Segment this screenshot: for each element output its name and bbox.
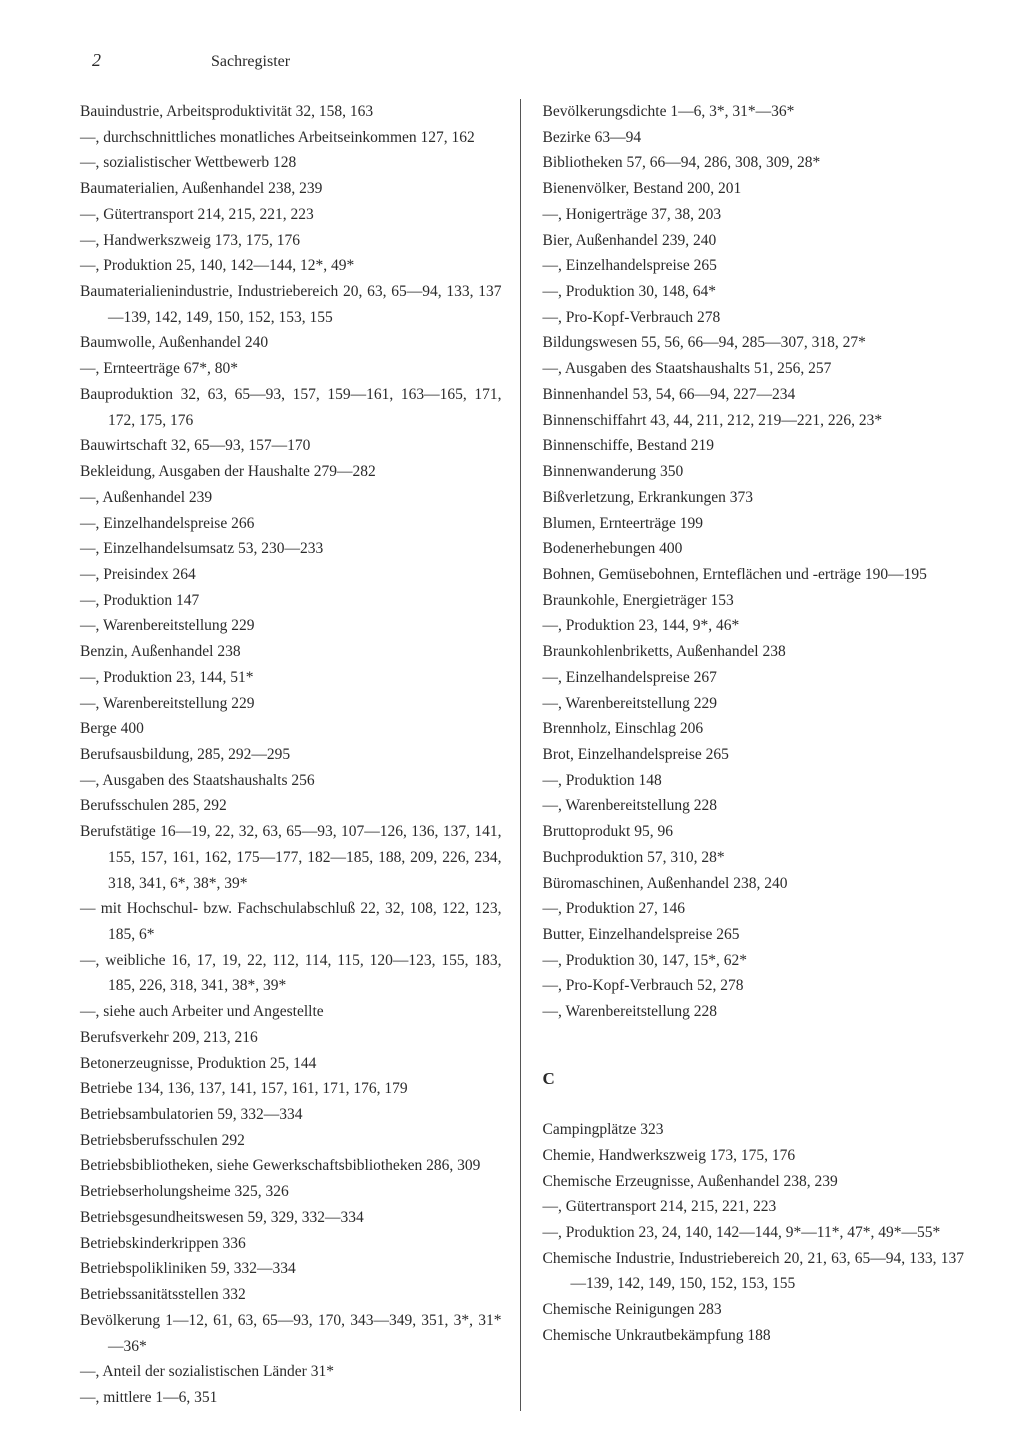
index-entry: —, Produktion 148: [543, 768, 965, 794]
index-entry: Betriebe 134, 136, 137, 141, 157, 161, 1…: [80, 1076, 502, 1102]
index-entry: —, Gütertransport 214, 215, 221, 223: [80, 202, 502, 228]
index-entry: Campingplätze 323: [543, 1117, 965, 1143]
index-entry: —, Warenbereitstellung 229: [80, 613, 502, 639]
index-entry: —, Ausgaben des Staatshaushalts 51, 256,…: [543, 356, 965, 382]
index-entry: Bevölkerung 1—12, 61, 63, 65—93, 170, 34…: [80, 1308, 502, 1359]
index-entry: Braunkohlenbriketts, Außenhandel 238: [543, 639, 965, 665]
index-entry: Baumaterialien, Außenhandel 238, 239: [80, 176, 502, 202]
index-entry: —, mittlere 1—6, 351: [80, 1385, 502, 1411]
index-entry: Binnenwanderung 350: [543, 459, 965, 485]
index-entry: —, Warenbereitstellung 229: [80, 691, 502, 717]
index-entry: —, Ernteerträge 67*, 80*: [80, 356, 502, 382]
index-entry: Binnenschiffahrt 43, 44, 211, 212, 219—2…: [543, 408, 965, 434]
index-entry: Baumwolle, Außenhandel 240: [80, 330, 502, 356]
index-entry: —, Einzelhandelspreise 265: [543, 253, 965, 279]
index-entry: —, siehe auch Arbeiter und Angestellte: [80, 999, 502, 1025]
index-entry: Betriebspolikliniken 59, 332—334: [80, 1256, 502, 1282]
index-entry: Brot, Einzelhandelspreise 265: [543, 742, 965, 768]
index-entry: —, Anteil der sozialistischen Länder 31*: [80, 1359, 502, 1385]
index-entry: —, Produktion 23, 24, 140, 142—144, 9*—1…: [543, 1220, 965, 1246]
index-entry: —, Pro-Kopf-Verbrauch 278: [543, 305, 965, 331]
index-entry: —, Handwerkszweig 173, 175, 176: [80, 228, 502, 254]
index-entry: Büromaschinen, Außenhandel 238, 240: [543, 871, 965, 897]
index-entry: Bauindustrie, Arbeitsproduktivität 32, 1…: [80, 99, 502, 125]
index-entry: Bienenvölker, Bestand 200, 201: [543, 176, 965, 202]
index-entry: Bildungswesen 55, 56, 66—94, 285—307, 31…: [543, 330, 965, 356]
index-entry: Baumaterialienindustrie, Industriebereic…: [80, 279, 502, 330]
section-letter-c: C: [543, 1065, 965, 1093]
index-entry: —, Ausgaben des Staatshaushalts 256: [80, 768, 502, 794]
index-entry: Bißverletzung, Erkrankungen 373: [543, 485, 965, 511]
columns-container: Bauindustrie, Arbeitsproduktivität 32, 1…: [80, 99, 964, 1411]
index-entry: Berufsschulen 285, 292: [80, 793, 502, 819]
index-entry: Binnenhandel 53, 54, 66—94, 227—234: [543, 382, 965, 408]
index-entry: —, Gütertransport 214, 215, 221, 223: [543, 1194, 965, 1220]
index-entry: Bohnen, Gemüsebohnen, Ernteflächen und -…: [543, 562, 965, 588]
index-entry: Betriebsbibliotheken, siehe Gewerkschaft…: [80, 1153, 502, 1179]
index-entry: — mit Hochschul- bzw. Fachschulabschluß …: [80, 896, 502, 947]
index-entry: Bekleidung, Ausgaben der Haushalte 279—2…: [80, 459, 502, 485]
index-entry: Betriebskinderkrippen 336: [80, 1231, 502, 1257]
index-entry: Blumen, Ernteerträge 199: [543, 511, 965, 537]
index-entry: —, Produktion 23, 144, 9*, 46*: [543, 613, 965, 639]
index-entry: Bezirke 63—94: [543, 125, 965, 151]
index-entry: Bier, Außenhandel 239, 240: [543, 228, 965, 254]
index-entry: —, sozialistischer Wettbewerb 128: [80, 150, 502, 176]
index-entry: Betriebsambulatorien 59, 332—334: [80, 1102, 502, 1128]
index-entry: Berufsverkehr 209, 213, 216: [80, 1025, 502, 1051]
index-entry: —, Warenbereitstellung 228: [543, 793, 965, 819]
index-entry: —, weibliche 16, 17, 19, 22, 112, 114, 1…: [80, 948, 502, 999]
index-entry: Chemische Industrie, Industriebereich 20…: [543, 1246, 965, 1297]
right-column: Bevölkerungsdichte 1—6, 3*, 31*—36*Bezir…: [521, 99, 965, 1411]
index-entry: —, Produktion 27, 146: [543, 896, 965, 922]
index-entry: Chemische Unkrautbekämpfung 188: [543, 1323, 965, 1349]
index-entry: —, Pro-Kopf-Verbrauch 52, 278: [543, 973, 965, 999]
index-entry: Berge 400: [80, 716, 502, 742]
section-title: Sachregister: [211, 53, 290, 71]
index-entry: Butter, Einzelhandelspreise 265: [543, 922, 965, 948]
index-entry: Braunkohle, Energieträger 153: [543, 588, 965, 614]
page: 2 Sachregister Bauindustrie, Arbeitsprod…: [0, 0, 1024, 1441]
index-entry: Betriebsgesundheitswesen 59, 329, 332—33…: [80, 1205, 502, 1231]
index-entry: —, Außenhandel 239: [80, 485, 502, 511]
index-entry: —, Preisindex 264: [80, 562, 502, 588]
index-entry: —, Produktion 147: [80, 588, 502, 614]
index-entry: Betriebsberufsschulen 292: [80, 1128, 502, 1154]
index-entry: —, Honigerträge 37, 38, 203: [543, 202, 965, 228]
index-entry: —, Produktion 25, 140, 142—144, 12*, 49*: [80, 253, 502, 279]
index-entry: Bibliotheken 57, 66—94, 286, 308, 309, 2…: [543, 150, 965, 176]
index-entry: Berufsausbildung, 285, 292—295: [80, 742, 502, 768]
index-entry: Binnenschiffe, Bestand 219: [543, 433, 965, 459]
index-entry: —, Warenbereitstellung 228: [543, 999, 965, 1025]
index-entry: Berufstätige 16—19, 22, 32, 63, 65—93, 1…: [80, 819, 502, 896]
index-entry: —, Einzelhandelsumsatz 53, 230—233: [80, 536, 502, 562]
index-entry: Bodenerhebungen 400: [543, 536, 965, 562]
index-entry: Bevölkerungsdichte 1—6, 3*, 31*—36*: [543, 99, 965, 125]
index-entry: —, Warenbereitstellung 229: [543, 691, 965, 717]
index-entry: Chemie, Handwerkszweig 173, 175, 176: [543, 1143, 965, 1169]
index-entry: Betriebserholungsheime 325, 326: [80, 1179, 502, 1205]
index-entry: —, durchschnittliches monatliches Arbeit…: [80, 125, 502, 151]
index-entry: Bauproduktion 32, 63, 65—93, 157, 159—16…: [80, 382, 502, 433]
left-column: Bauindustrie, Arbeitsproduktivität 32, 1…: [80, 99, 521, 1411]
index-entry: Betriebssanitätsstellen 332: [80, 1282, 502, 1308]
index-entry: Bauwirtschaft 32, 65—93, 157—170: [80, 433, 502, 459]
index-entry: —, Produktion 30, 147, 15*, 62*: [543, 948, 965, 974]
index-entry: Bruttoprodukt 95, 96: [543, 819, 965, 845]
index-entry: —, Produktion 30, 148, 64*: [543, 279, 965, 305]
index-entry: —, Produktion 23, 144, 51*: [80, 665, 502, 691]
index-entry: Chemische Erzeugnisse, Außenhandel 238, …: [543, 1169, 965, 1195]
page-number: 2: [92, 50, 101, 71]
index-entry: —, Einzelhandelspreise 266: [80, 511, 502, 537]
index-entry: Brennholz, Einschlag 206: [543, 716, 965, 742]
page-header: 2 Sachregister: [80, 50, 964, 71]
index-entry: Benzin, Außenhandel 238: [80, 639, 502, 665]
index-entry: —, Einzelhandelspreise 267: [543, 665, 965, 691]
index-entry: Chemische Reinigungen 283: [543, 1297, 965, 1323]
index-entry: Buchproduktion 57, 310, 28*: [543, 845, 965, 871]
index-entry: Betonerzeugnisse, Produktion 25, 144: [80, 1051, 502, 1077]
